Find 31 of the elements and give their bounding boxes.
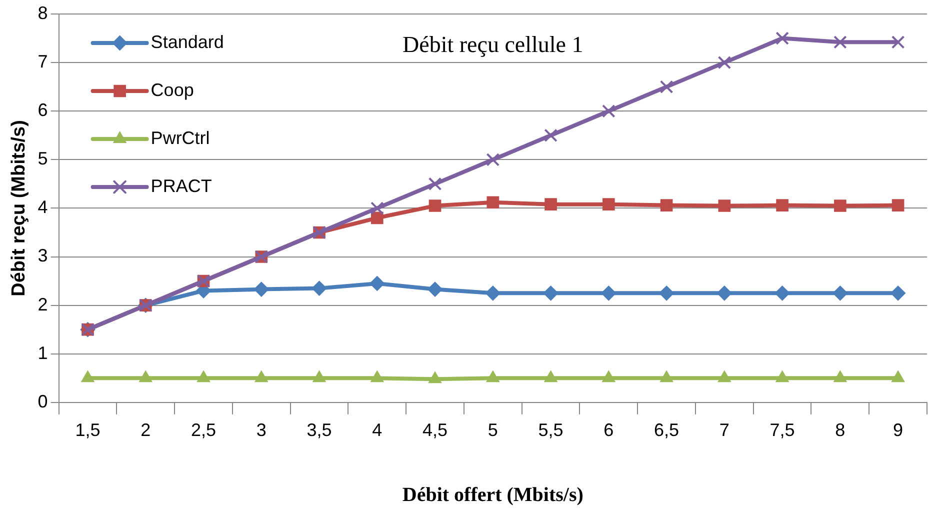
x-tick-label: 3 — [256, 420, 266, 440]
x-tick-label: 4,5 — [422, 420, 448, 440]
x-tick-label: 1,5 — [75, 420, 100, 440]
y-tick-label: 3 — [38, 246, 48, 266]
y-tick-label: 5 — [38, 148, 48, 169]
x-tick-label: 6,5 — [654, 420, 680, 440]
x-tick-label: 5 — [488, 420, 498, 440]
y-tick-label: 6 — [38, 100, 48, 120]
x-tick-label: 7 — [719, 420, 730, 440]
x-tick-label: 8 — [835, 420, 846, 440]
legend-label: Standard — [150, 32, 224, 52]
x-tick-label: 3,5 — [306, 420, 332, 440]
x-axis-title: Débit offert (Mbits/s) — [402, 484, 584, 506]
x-tick-label: 4 — [372, 420, 382, 440]
y-tick-label: 8 — [38, 2, 48, 23]
y-tick-label: 7 — [38, 52, 48, 72]
legend-label: PRACT — [150, 176, 212, 196]
x-tick-label: 7,5 — [770, 420, 795, 440]
y-tick-label: 0 — [38, 391, 48, 412]
x-tick-label: 2,5 — [190, 420, 216, 440]
legend-label: Coop — [150, 80, 194, 100]
x-tick-label: 9 — [893, 420, 904, 440]
x-tick-label: 5,5 — [538, 420, 564, 440]
text: Débit reçu cellule 1 — [402, 32, 584, 58]
y-tick-label: 2 — [38, 294, 48, 314]
legend-label: PwrCtrl — [150, 128, 210, 148]
x-tick-label: 6 — [604, 420, 614, 440]
y-tick-label: 4 — [38, 197, 48, 218]
y-tick-label: 1 — [38, 342, 48, 363]
x-tick-label: 2 — [140, 420, 151, 440]
y-axis-title: Débit reçu (Mbits/s) — [8, 120, 30, 296]
